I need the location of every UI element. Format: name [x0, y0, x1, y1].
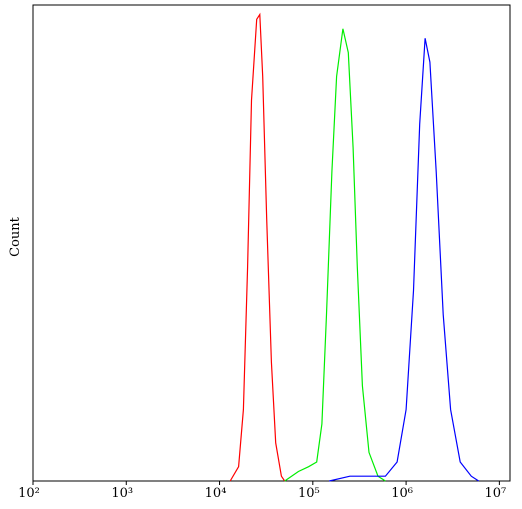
y-axis-label: Count: [8, 216, 23, 257]
x-tick-label: 10⁵: [298, 486, 320, 501]
x-tick-label: 10³: [111, 486, 133, 501]
x-tick-label: 10⁴: [205, 486, 227, 501]
plot-frame: [32, 4, 511, 482]
histogram-line: [329, 38, 480, 482]
x-tick-label: 10⁷: [484, 486, 506, 501]
x-tick-label: 10⁶: [391, 486, 413, 501]
histogram-line: [284, 28, 386, 482]
histogram-line: [229, 12, 286, 482]
x-tick-label: 10²: [18, 486, 40, 501]
